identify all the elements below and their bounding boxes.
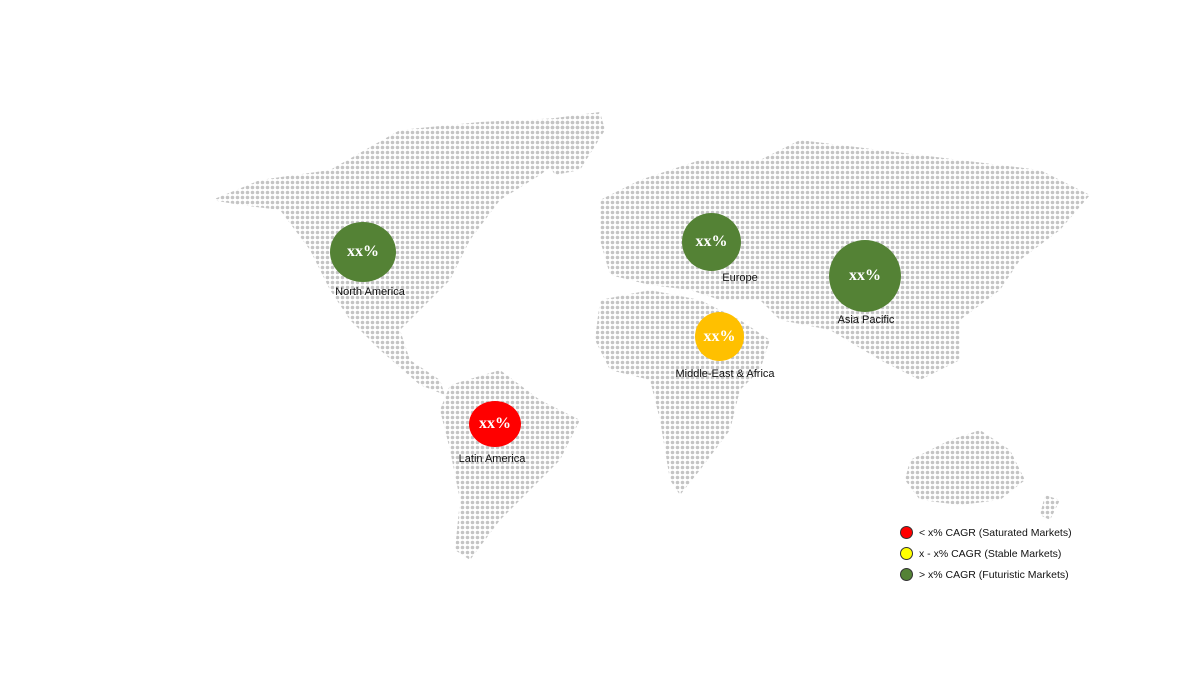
region-label-north-america: North America bbox=[335, 286, 405, 298]
legend-item-futuristic: > x% CAGR (Futuristic Markets) bbox=[900, 564, 1072, 585]
continent-africa bbox=[595, 290, 770, 495]
continent-new-zealand bbox=[1040, 495, 1060, 520]
region-value: xx% bbox=[849, 267, 881, 284]
region-label-europe: Europe bbox=[722, 272, 758, 284]
green-dot-icon bbox=[900, 568, 913, 581]
legend-label: x - x% CAGR (Stable Markets) bbox=[919, 547, 1062, 560]
continent-north-america bbox=[212, 118, 600, 395]
region-label-latin-america: Latin America bbox=[458, 453, 526, 465]
legend-item-saturated: < x% CAGR (Saturated Markets) bbox=[900, 522, 1072, 543]
yellow-dot-icon bbox=[900, 547, 913, 560]
legend-label: > x% CAGR (Futuristic Markets) bbox=[919, 568, 1069, 581]
continent-greenland bbox=[540, 112, 605, 175]
region-bubble-latin-america[interactable]: xx% bbox=[469, 401, 521, 447]
region-bubble-europe[interactable]: xx% bbox=[682, 213, 741, 271]
legend: < x% CAGR (Saturated Markets) x - x% CAG… bbox=[900, 522, 1072, 585]
region-value: xx% bbox=[347, 243, 379, 260]
region-value: xx% bbox=[703, 327, 736, 345]
legend-label: < x% CAGR (Saturated Markets) bbox=[919, 526, 1072, 539]
region-bubble-asia-pacific[interactable]: xx% bbox=[829, 240, 901, 312]
region-value: xx% bbox=[695, 233, 728, 250]
region-label-middle-east-africa: Middle-East & Africa bbox=[675, 368, 775, 380]
red-dot-icon bbox=[900, 526, 913, 539]
region-bubble-north-america[interactable]: xx% bbox=[330, 222, 396, 282]
region-value: xx% bbox=[479, 415, 511, 432]
region-bubble-middle-east-africa[interactable]: xx% bbox=[695, 312, 744, 361]
continent-south-america bbox=[440, 370, 580, 560]
continent-australia bbox=[905, 430, 1025, 505]
region-label-asia-pacific: Asia Pacific bbox=[837, 314, 895, 326]
legend-item-stable: x - x% CAGR (Stable Markets) bbox=[900, 543, 1072, 564]
